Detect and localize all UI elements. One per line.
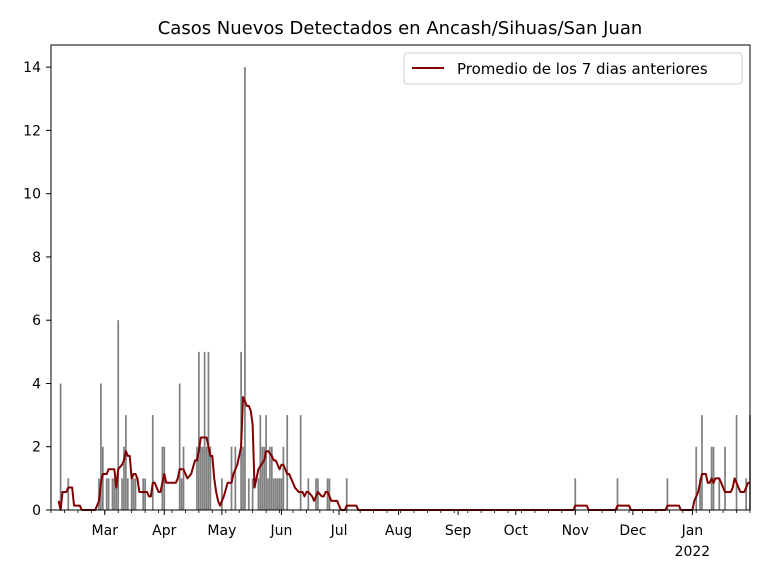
bar-2021-11-23 [616, 478, 619, 510]
bar-2021-05-08 [234, 446, 237, 510]
x-tick-label-Nov: Nov [562, 523, 589, 539]
bar-2021-03-16 [132, 478, 135, 510]
bar-2022-01-18 [724, 446, 726, 510]
bar-2021-12-19 [666, 478, 669, 510]
y-axis: 0 2 4 6 8 10 12 14 [23, 60, 51, 519]
bar-2021-05-22 [261, 446, 264, 510]
bar-2022-01-24 [735, 415, 738, 510]
bar-2021-05-17 [251, 478, 254, 510]
bar-2021-03-15 [130, 478, 133, 510]
bar-2021-06-15 [307, 478, 310, 510]
x-tick-label-Jan: Jan [681, 523, 704, 539]
y-tick-label-8: 8 [32, 250, 41, 266]
x-tick-label-May: May [207, 523, 236, 539]
bar-2021-06-02 [282, 446, 285, 510]
plot-frame [50, 44, 751, 511]
bar-2021-06-04 [286, 415, 289, 510]
bar-2021-03-21 [142, 478, 145, 510]
bar-2021-06-01 [280, 478, 283, 510]
bar-2021-04-10 [180, 478, 183, 510]
legend-box [403, 52, 743, 85]
bar-2021-05-30 [276, 478, 279, 510]
series-line-0 [57, 396, 750, 511]
bar-2022-01-05 [699, 478, 701, 510]
bar-2021-05-20 [257, 478, 260, 510]
bar-2021-05-12 [242, 446, 244, 510]
bar-2021-05-24 [265, 415, 267, 510]
bar-2021-02-10 [67, 478, 70, 510]
legend-label: Promedio de los 7 dias anteriores [457, 60, 708, 78]
y-tick-label-2: 2 [32, 440, 41, 456]
bar-2021-03-26 [151, 415, 154, 510]
y-tick-label-12: 12 [23, 123, 41, 139]
y-tick-label-10: 10 [23, 187, 41, 203]
bar-2022-01-15 [718, 478, 721, 510]
bar-2021-05-29 [274, 478, 277, 510]
bar-2021-06-11 [299, 415, 302, 510]
bar-2021-04-20 [199, 446, 202, 510]
bar-2021-05-23 [263, 446, 266, 510]
x-tick-sublabel-2022: 2022 [675, 544, 711, 560]
bar-2021-03-12 [125, 415, 127, 510]
bar-2021-03-11 [123, 446, 125, 510]
bar-2021-04-22 [203, 351, 206, 510]
bar-2021-03-10 [121, 478, 123, 510]
bar-2021-05-31 [278, 478, 281, 510]
bar-2021-04-09 [178, 383, 181, 510]
bar-2021-05-13 [244, 67, 246, 510]
bar-2021-03-06 [113, 478, 116, 510]
bar-2021-03-08 [117, 320, 120, 510]
y-tick-label-0: 0 [32, 503, 41, 519]
bar-2022-01-06 [701, 415, 703, 510]
bar-2021-05-25 [267, 478, 269, 510]
bar-2021-03-02 [105, 478, 108, 510]
bar-2021-03-22 [144, 478, 146, 510]
x-tick-label-Oct: Oct [504, 523, 529, 539]
bar-2021-04-19 [198, 351, 200, 510]
bar-2021-04-11 [182, 446, 185, 510]
y-tick-label-14: 14 [23, 60, 41, 76]
bar-2021-04-24 [207, 351, 210, 510]
bar-2021-05-27 [270, 446, 273, 510]
x-tick-label-Jul: Jul [330, 523, 348, 539]
x-tick-label-Dec: Dec [619, 523, 646, 539]
y-tick-label-4: 4 [32, 376, 41, 392]
chart-title: Casos Nuevos Detectados en Ancash/Sihuas… [158, 18, 643, 39]
line-layer [57, 396, 750, 511]
bar-2021-04-18 [196, 446, 198, 510]
y-tick-label-6: 6 [32, 313, 41, 329]
legend: Promedio de los 7 dias anteriores [403, 52, 743, 85]
bar-2021-02-06 [59, 383, 62, 510]
bar-2021-04-23 [205, 446, 208, 510]
x-tick-label-Jun: Jun [270, 523, 293, 539]
x-tick-label-Mar: Mar [92, 523, 119, 539]
x-tick-label-Sep: Sep [445, 523, 472, 539]
bar-2021-05-26 [269, 446, 271, 510]
bar-2022-01-03 [695, 446, 698, 510]
bar-2021-04-25 [209, 446, 212, 510]
bar-2022-01-12 [712, 446, 715, 510]
bars-layer [59, 67, 751, 510]
bar-2021-03-07 [115, 478, 118, 510]
bar-2021-03-13 [126, 478, 129, 510]
bar-2021-05-28 [272, 478, 275, 510]
bar-2021-03-03 [107, 478, 110, 510]
x-tick-label-Aug: Aug [385, 523, 412, 539]
bar-2022-01-29 [745, 478, 748, 510]
bar-2021-03-05 [111, 478, 114, 510]
bar-2021-07-05 [345, 478, 348, 510]
bar-2021-05-01 [221, 478, 223, 510]
bar-2021-05-15 [247, 478, 250, 510]
bar-2021-05-21 [259, 415, 262, 510]
bar-2021-11-01 [574, 478, 577, 510]
x-axis: Mar Apr May Jun Jul Aug Sep Oct Nov Dec Jan 2022 [50, 510, 751, 560]
bar-2021-03-17 [134, 478, 137, 510]
bar-2021-04-21 [201, 446, 204, 510]
bar-2021-02-27 [100, 383, 102, 510]
x-tick-label-Apr: Apr [152, 523, 176, 539]
